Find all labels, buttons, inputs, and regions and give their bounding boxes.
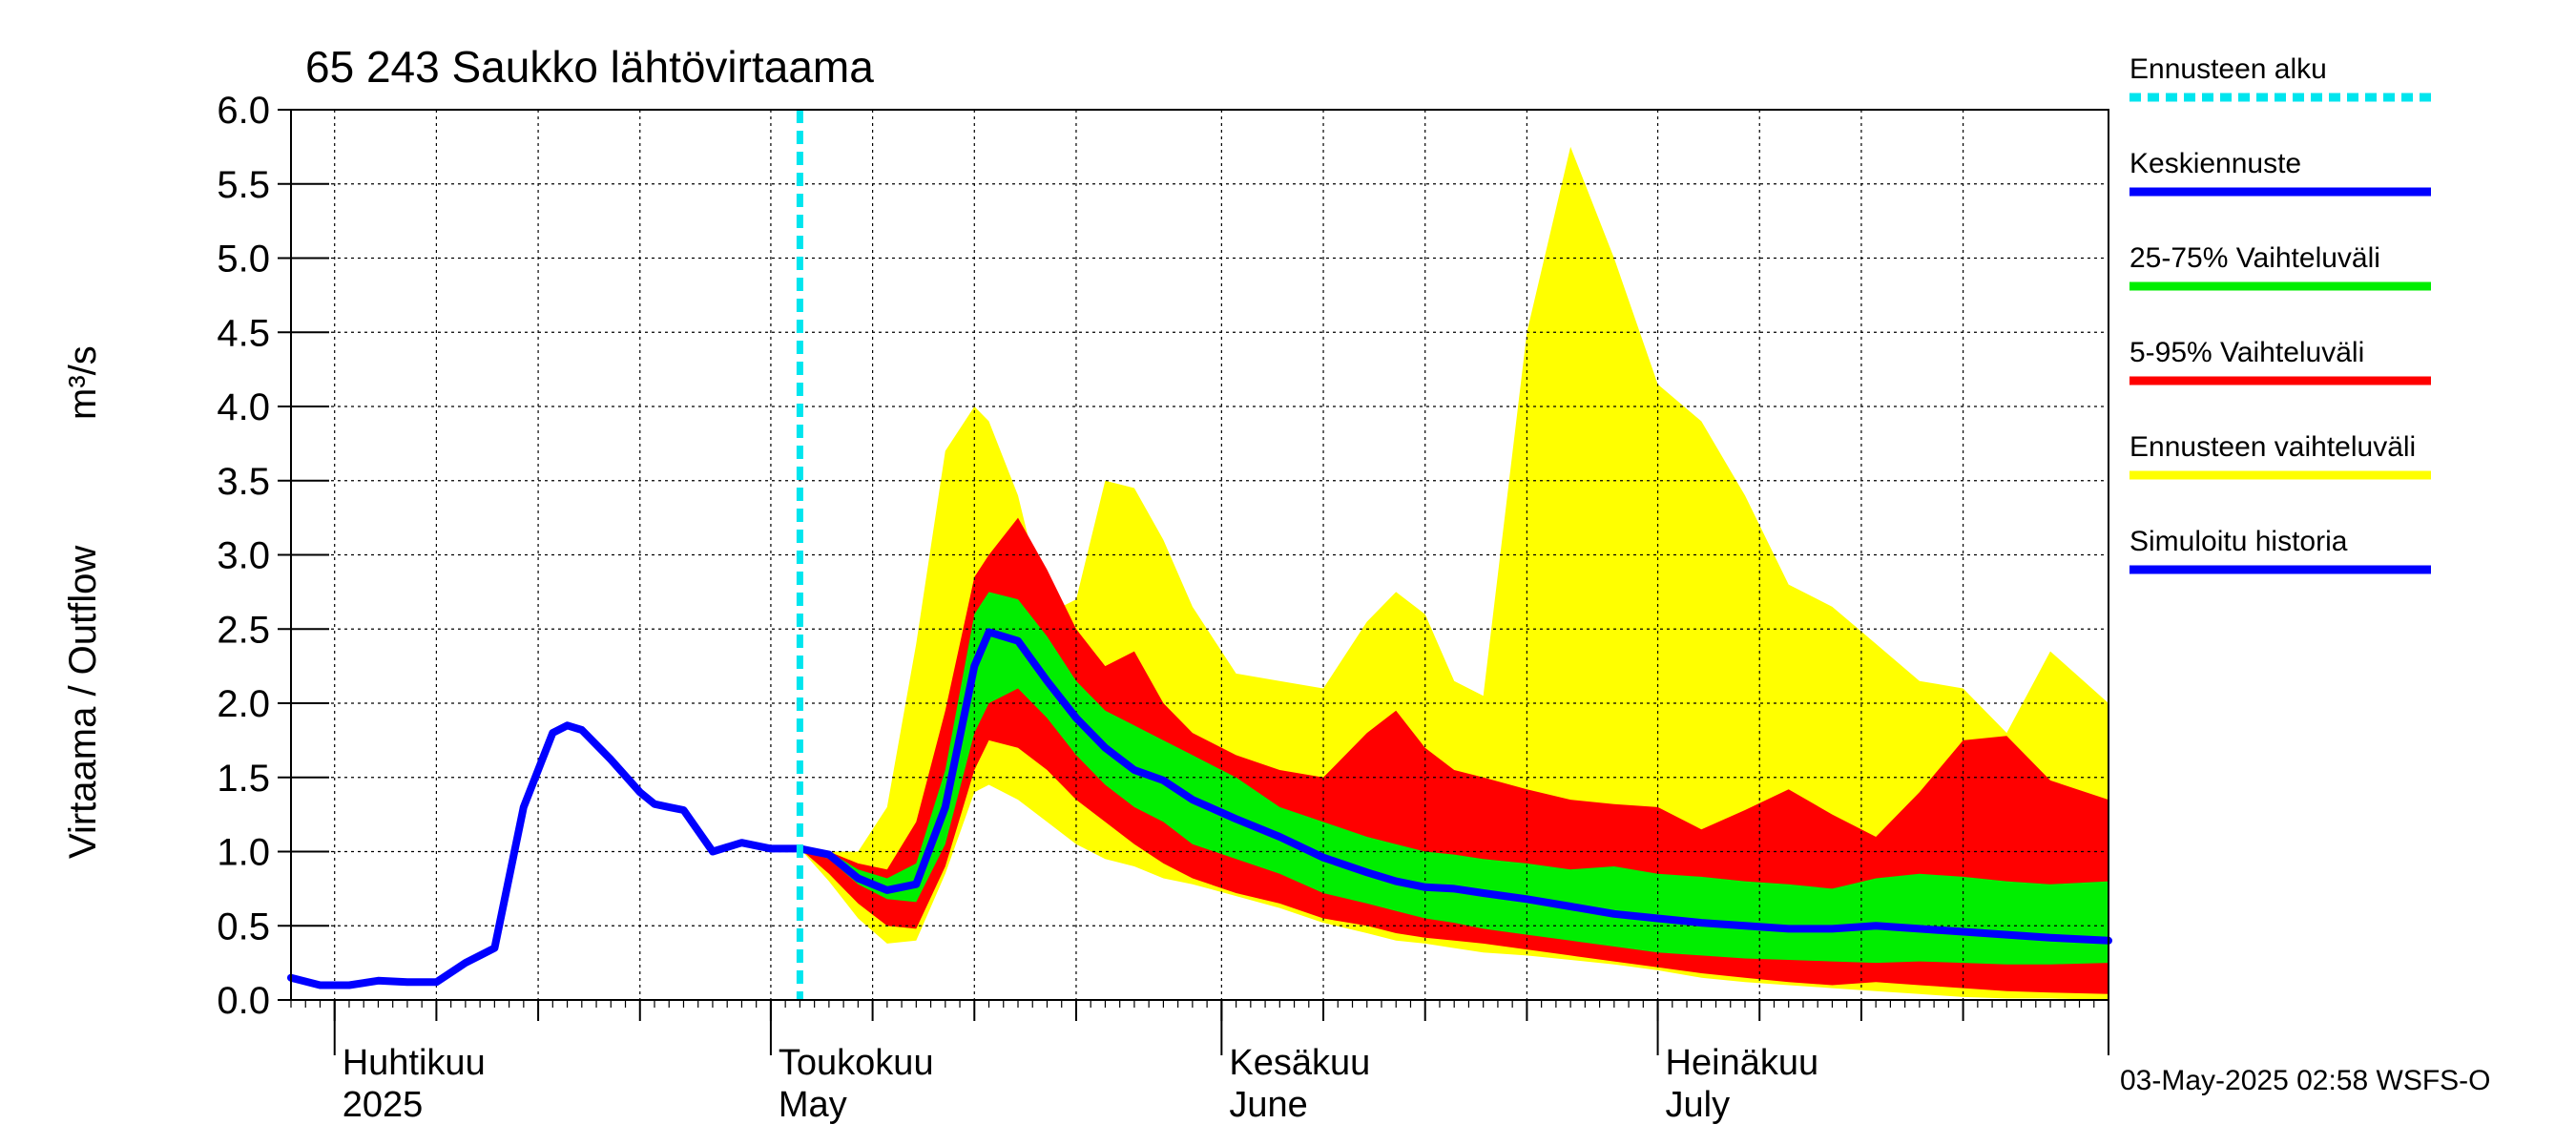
axes-layer xyxy=(278,109,2109,1055)
band-5-95-layer xyxy=(800,517,2109,994)
y-axis-title: Virtaama / Outflow xyxy=(62,546,104,859)
month-label-fi: Toukokuu xyxy=(779,1043,934,1083)
y-tick-label: 5.0 xyxy=(217,239,270,281)
y-tick-label: 0.0 xyxy=(217,980,270,1022)
median-layer xyxy=(796,628,2112,945)
median-line xyxy=(796,628,2112,945)
y-tick-label: 5.5 xyxy=(217,164,270,206)
y-tick-label: 1.5 xyxy=(217,758,270,800)
y-tick-label: 6.0 xyxy=(217,90,270,132)
y-axis-unit: m³/s xyxy=(62,345,104,420)
month-label-fi: Heinäkuu xyxy=(1666,1043,1819,1083)
y-tick-label: 4.0 xyxy=(217,386,270,428)
y-tick-labels: 0.0 0.5 1.0 1.5 2.0 2.5 3.0 3.5 4.0 4.5 5.0 5.5 6.0 xyxy=(217,90,270,1022)
legend-label: Keskiennuste xyxy=(2129,148,2301,179)
timestamp-label: 03-May-2025 02:58 WSFS-O xyxy=(2120,1065,2491,1096)
month-label-fi: Huhtikuu xyxy=(343,1043,486,1083)
band-5-95-area xyxy=(800,517,2109,994)
history-layer xyxy=(287,721,804,989)
legend-label: Ennusteen vaihteluväli xyxy=(2129,431,2416,463)
legend-label: 25-75% Vaihteluväli xyxy=(2129,242,2380,274)
y-tick-label: 0.5 xyxy=(217,906,270,947)
month-label-fi: Kesäkuu xyxy=(1229,1043,1370,1083)
history-line xyxy=(287,721,804,989)
y-tick-label: 3.0 xyxy=(217,535,270,577)
month-label-en: May xyxy=(779,1085,847,1125)
y-tick-label: 1.0 xyxy=(217,832,270,874)
legend-label: Simuloitu historia xyxy=(2129,526,2348,557)
y-tick-label: 3.5 xyxy=(217,461,270,503)
month-label-en: June xyxy=(1229,1085,1307,1125)
y-tick-label: 2.5 xyxy=(217,609,270,651)
month-label-en: 2025 xyxy=(343,1085,424,1125)
y-tick-label: 4.5 xyxy=(217,312,270,354)
gridlines xyxy=(291,110,2109,1000)
legend: Ennusteen alku Keskiennuste 25-75% Vaihtel… xyxy=(2129,53,2431,574)
chart-title: 65 243 Saukko lähtövirtaama xyxy=(305,42,874,92)
legend-label: Ennusteen alku xyxy=(2129,53,2327,85)
month-label-en: July xyxy=(1666,1085,1731,1125)
y-tick-label: 2.0 xyxy=(217,683,270,725)
legend-label: 5-95% Vaihteluväli xyxy=(2129,337,2364,368)
